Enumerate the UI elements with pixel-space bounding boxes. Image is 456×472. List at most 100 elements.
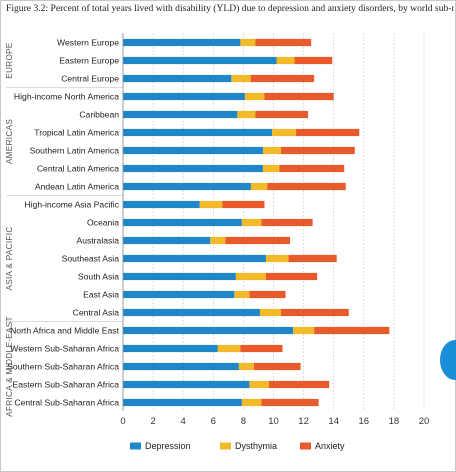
bar-anxiety <box>225 236 291 245</box>
x-tick-label-0: 0 <box>120 416 125 427</box>
bar-dysthymia <box>250 182 268 191</box>
category-label: Southern Latin America <box>30 146 120 156</box>
bar-depression <box>123 110 238 119</box>
bar-anxiety <box>261 218 313 227</box>
category-label: Caribbean <box>79 110 119 120</box>
category-label: Central Europe <box>61 74 119 84</box>
bar-dysthymia <box>244 92 265 101</box>
category-label: Central Sub-Saharan Africa <box>14 398 119 408</box>
bar-dysthymia <box>238 362 254 371</box>
bar-anxiety <box>249 290 286 299</box>
bar-dysthymia <box>231 74 251 83</box>
region-label: EUROPE <box>5 42 14 79</box>
category-label: Central Asia <box>73 308 120 318</box>
x-tick-label-2: 2 <box>150 416 155 427</box>
bar-depression <box>123 344 218 353</box>
category-label: High-income North America <box>14 92 119 102</box>
bar-anxiety <box>268 380 330 389</box>
legend-label-dysthymia: Dysthymia <box>235 441 277 451</box>
bar-depression <box>123 362 239 371</box>
bar-depression <box>123 200 200 209</box>
region-label: AMERICAS <box>5 119 14 164</box>
bar-anxiety <box>267 182 346 191</box>
bar-depression <box>123 326 294 335</box>
bar-depression <box>123 56 277 65</box>
category-label: Eastern Sub-Saharan Africa <box>12 380 119 390</box>
bar-depression <box>123 272 236 281</box>
x-tick-label-20: 20 <box>419 416 430 427</box>
category-label: High-income Asia Pacific <box>24 200 119 210</box>
bar-anxiety <box>281 146 355 155</box>
bar-anxiety <box>281 308 349 317</box>
bar-dysthymia <box>265 254 289 263</box>
bar-dysthymia <box>271 128 297 137</box>
bar-dysthymia <box>210 236 226 245</box>
bar-anxiety <box>279 164 345 173</box>
bar-anxiety <box>240 344 283 353</box>
bar-dysthymia <box>259 308 282 317</box>
category-label: Australasia <box>76 236 119 246</box>
x-tick-label-8: 8 <box>241 416 246 427</box>
legend-swatch-dysthymia <box>220 442 231 450</box>
bar-dysthymia <box>249 380 269 389</box>
bar-depression <box>123 290 235 299</box>
x-tick-label-14: 14 <box>328 416 339 427</box>
x-tick-label-10: 10 <box>268 416 279 427</box>
bar-depression <box>123 254 266 263</box>
category-label: North Africa and Middle East <box>10 326 120 336</box>
category-label: Andean Latin America <box>35 182 119 192</box>
x-tick-label-6: 6 <box>211 416 216 427</box>
bar-depression <box>123 38 241 47</box>
category-label: Tropical Latin America <box>34 128 119 138</box>
region-label: AFRICA & MIDDLE-EAST <box>5 316 14 417</box>
bar-dysthymia <box>237 110 256 119</box>
bar-dysthymia <box>262 164 280 173</box>
legend-swatch-anxiety <box>300 442 311 450</box>
bar-anxiety <box>265 272 318 281</box>
side-bubble[interactable] <box>440 340 456 380</box>
category-label: Southeast Asia <box>62 254 120 264</box>
x-tick-label-18: 18 <box>389 416 400 427</box>
bar-anxiety <box>261 398 319 407</box>
category-label: Eastern Europe <box>59 56 119 66</box>
bar-anxiety <box>250 74 315 83</box>
bar-depression <box>123 218 242 227</box>
bar-dysthymia <box>235 272 266 281</box>
bar-dysthymia <box>234 290 250 299</box>
bar-anxiety <box>296 128 360 137</box>
bar-anxiety <box>314 326 390 335</box>
bar-dysthymia <box>262 146 282 155</box>
bar-depression <box>123 128 272 137</box>
bar-anxiety <box>255 110 309 119</box>
bar-anxiety <box>253 362 301 371</box>
bar-dysthymia <box>217 344 241 353</box>
legend-label-anxiety: Anxiety <box>315 441 345 451</box>
bar-dysthymia <box>199 200 223 209</box>
bar-anxiety <box>222 200 265 209</box>
category-label: Oceania <box>87 218 119 228</box>
category-label: Southern Sub-Saharan Africa <box>7 362 119 372</box>
legend-swatch-depression <box>130 442 141 450</box>
bar-dysthymia <box>240 38 256 47</box>
bar-dysthymia <box>276 56 295 65</box>
bar-anxiety <box>294 56 333 65</box>
legend-label-depression: Depression <box>145 441 191 451</box>
region-label: ASIA & PACIFIC <box>5 226 14 290</box>
bar-depression <box>123 182 251 191</box>
category-label: Central Latin America <box>37 164 119 174</box>
x-tick-label-16: 16 <box>359 416 370 427</box>
category-label: Western Sub-Saharan Africa <box>10 344 119 354</box>
category-label: East Asia <box>83 290 119 300</box>
bar-depression <box>123 74 232 83</box>
bar-dysthymia <box>241 398 262 407</box>
bar-anxiety <box>288 254 337 263</box>
bar-dysthymia <box>293 326 315 335</box>
category-label: South Asia <box>78 272 119 282</box>
bar-anxiety <box>264 92 334 101</box>
bar-depression <box>123 308 260 317</box>
bar-depression <box>123 164 263 173</box>
bar-depression <box>123 398 242 407</box>
bar-depression <box>123 236 211 245</box>
bar-depression <box>123 380 250 389</box>
